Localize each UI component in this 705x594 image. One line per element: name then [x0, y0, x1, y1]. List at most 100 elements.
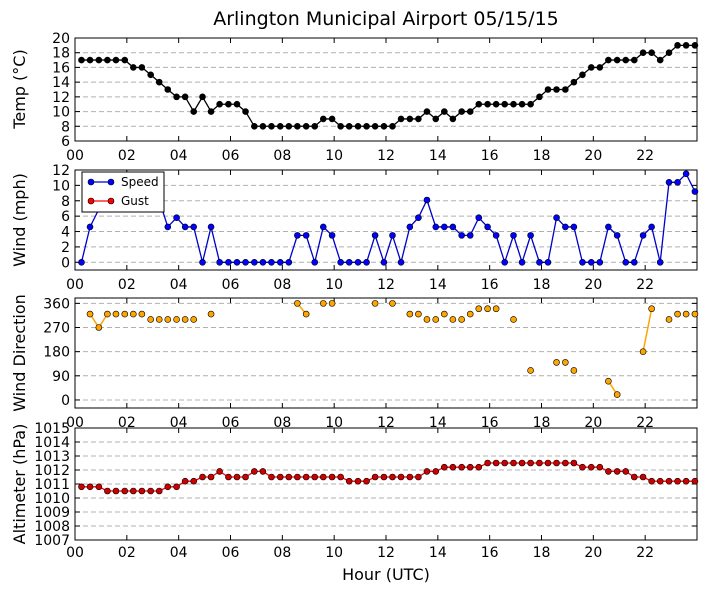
- legend-marker: [107, 178, 115, 186]
- data-point: [380, 473, 388, 481]
- data-point: [475, 305, 483, 313]
- y-tick-label: 12: [52, 90, 70, 106]
- data-point: [251, 468, 258, 475]
- data-point: [553, 86, 560, 93]
- data-point: [674, 42, 681, 49]
- y-tick-label: 4: [61, 225, 70, 241]
- data-point: [371, 232, 379, 239]
- data-point: [648, 477, 655, 485]
- data-point: [406, 310, 414, 318]
- data-point: [613, 391, 621, 398]
- data-point: [328, 473, 336, 481]
- y-tick-label: 270: [43, 321, 70, 337]
- data-point: [648, 49, 655, 57]
- data-point: [181, 93, 189, 101]
- data-point: [674, 477, 681, 485]
- data-point: [138, 64, 146, 71]
- data-point: [622, 468, 630, 475]
- data-point: [190, 316, 197, 323]
- x-tick-label: 20: [584, 277, 602, 293]
- data-point: [648, 305, 655, 313]
- data-point: [639, 473, 647, 481]
- data-point: [449, 316, 457, 323]
- x-tick-label: 18: [533, 277, 551, 293]
- y-tick-label: 6: [61, 209, 70, 225]
- data-point: [302, 232, 310, 239]
- y-tick-label: 0: [61, 255, 70, 271]
- data-point: [285, 473, 293, 481]
- data-point: [415, 310, 422, 318]
- data-point: [415, 473, 422, 481]
- data-point: [665, 49, 673, 57]
- data-point: [527, 367, 534, 374]
- data-point: [579, 71, 586, 79]
- data-point: [319, 115, 327, 123]
- data-point: [190, 108, 197, 115]
- data-point: [207, 223, 215, 231]
- data-point: [225, 259, 232, 266]
- data-point: [207, 473, 215, 481]
- data-point: [190, 223, 197, 231]
- data-point: [363, 259, 370, 266]
- data-point: [587, 64, 595, 71]
- y-tick-label: 8: [61, 119, 70, 135]
- data-point: [121, 487, 129, 495]
- x-tick-label: 18: [533, 148, 551, 164]
- data-point: [562, 459, 569, 467]
- data-point: [553, 214, 560, 221]
- data-point: [147, 71, 154, 79]
- x-tick-label: 00: [66, 415, 84, 431]
- data-point: [527, 459, 534, 467]
- y-tick-label: 1014: [34, 435, 70, 451]
- x-tick-label: 16: [481, 545, 499, 561]
- x-tick-label: 18: [533, 415, 551, 431]
- data-point: [527, 100, 534, 108]
- x-tick-label: 04: [170, 545, 188, 561]
- data-point: [492, 459, 500, 467]
- y-tick-label: 1008: [34, 519, 70, 535]
- data-point: [259, 259, 267, 266]
- data-point: [233, 473, 241, 481]
- data-point: [276, 122, 284, 130]
- x-tick-label: 08: [273, 277, 291, 293]
- data-point: [656, 56, 664, 64]
- data-point: [354, 477, 362, 485]
- data-point: [441, 310, 448, 318]
- axes-frame: [74, 427, 698, 541]
- x-tick-label: 06: [222, 415, 240, 431]
- data-point: [596, 463, 604, 471]
- data-point: [121, 56, 129, 64]
- data-point: [441, 463, 448, 471]
- data-point: [78, 56, 85, 64]
- x-tick-label: 22: [636, 277, 654, 293]
- data-point: [536, 93, 543, 101]
- data-point: [510, 232, 517, 239]
- data-point: [112, 56, 120, 64]
- y-axis-label: Altimeter (hPa): [10, 424, 29, 545]
- data-point: [691, 188, 699, 195]
- data-point: [674, 179, 681, 186]
- data-point: [130, 64, 137, 71]
- data-point: [268, 122, 275, 130]
- y-tick-label: 1011: [34, 477, 70, 493]
- data-point: [562, 86, 569, 93]
- y-tick-label: 2: [61, 240, 70, 256]
- y-tick-label: 14: [52, 75, 70, 91]
- data-point: [458, 232, 465, 239]
- data-point: [173, 483, 180, 491]
- data-point: [415, 115, 422, 123]
- axes-frame: [74, 169, 698, 271]
- data-point: [164, 223, 172, 231]
- x-tick-label: 12: [377, 277, 395, 293]
- data-point: [475, 100, 483, 108]
- data-point: [86, 56, 94, 64]
- data-point: [570, 78, 578, 86]
- data-point: [155, 78, 163, 86]
- data-point: [328, 300, 336, 307]
- data-point: [501, 100, 508, 108]
- data-point: [302, 310, 310, 318]
- data-point: [337, 122, 344, 130]
- data-point: [95, 56, 103, 64]
